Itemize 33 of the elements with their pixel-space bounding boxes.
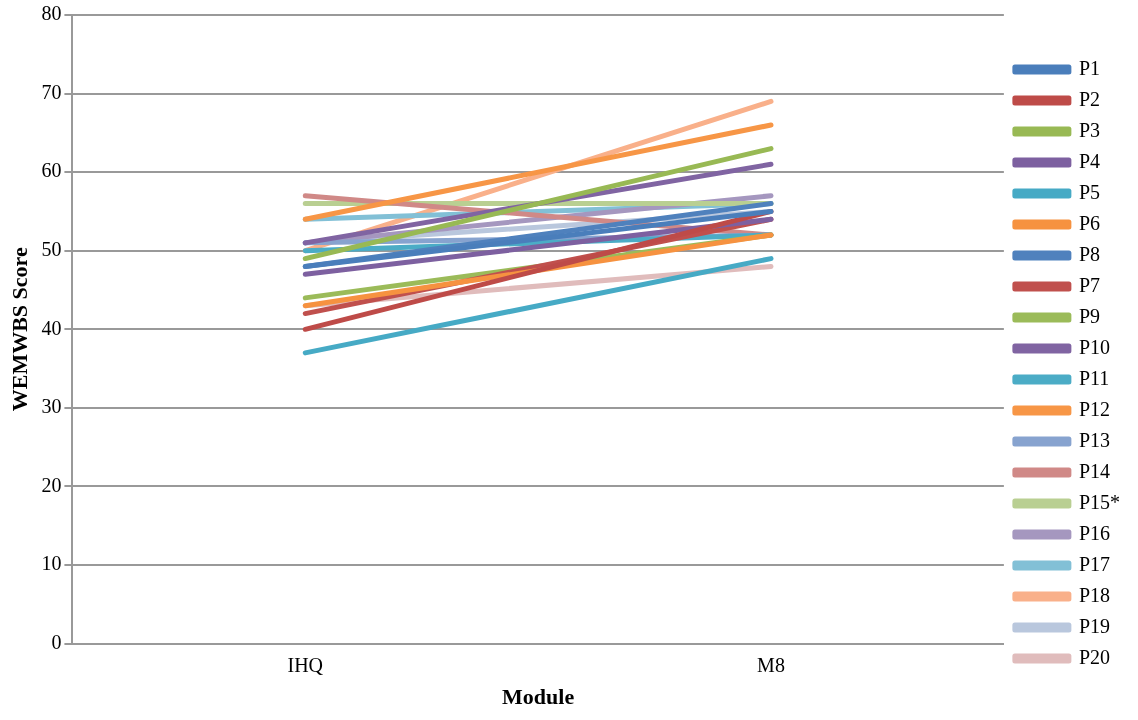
x-tick-label: IHQ — [287, 653, 324, 676]
legend-label: P10 — [1078, 335, 1110, 358]
legend-label: P15* — [1078, 490, 1120, 513]
y-axis-title: WEMWBS Score — [6, 247, 32, 412]
y-tick-label: 0 — [51, 630, 62, 653]
legend-label: P11 — [1078, 366, 1110, 389]
x-tick-label: M8 — [757, 653, 785, 676]
legend-label: P20 — [1078, 645, 1110, 668]
legend-label: P8 — [1078, 242, 1100, 265]
legend-label: P17 — [1078, 552, 1110, 575]
y-tick-label: 80 — [41, 2, 62, 25]
legend-label: P3 — [1078, 118, 1100, 141]
y-tick-label: 60 — [41, 159, 62, 182]
legend-label: P19 — [1078, 614, 1110, 637]
y-tick-label: 50 — [41, 237, 62, 260]
y-tick-label: 20 — [41, 473, 62, 496]
y-tick-label: 70 — [41, 80, 62, 103]
legend-label: P4 — [1078, 149, 1100, 172]
x-axis-title: Module — [502, 684, 575, 710]
legend-label: P13 — [1078, 428, 1110, 451]
legend-label: P5 — [1078, 180, 1100, 203]
legend-label: P14 — [1078, 459, 1110, 482]
y-tick-label: 40 — [41, 316, 62, 339]
legend-label: P1 — [1078, 56, 1100, 79]
legend-label: P12 — [1078, 397, 1110, 420]
legend-label: P7 — [1078, 273, 1100, 296]
legend-label: P6 — [1078, 211, 1100, 234]
legend-label: P18 — [1078, 583, 1110, 606]
y-tick-label: 30 — [41, 395, 62, 418]
legend-label: P16 — [1078, 521, 1110, 544]
legend-label: P9 — [1078, 304, 1100, 327]
legend-label: P2 — [1078, 87, 1100, 110]
y-tick-label: 10 — [41, 552, 62, 575]
